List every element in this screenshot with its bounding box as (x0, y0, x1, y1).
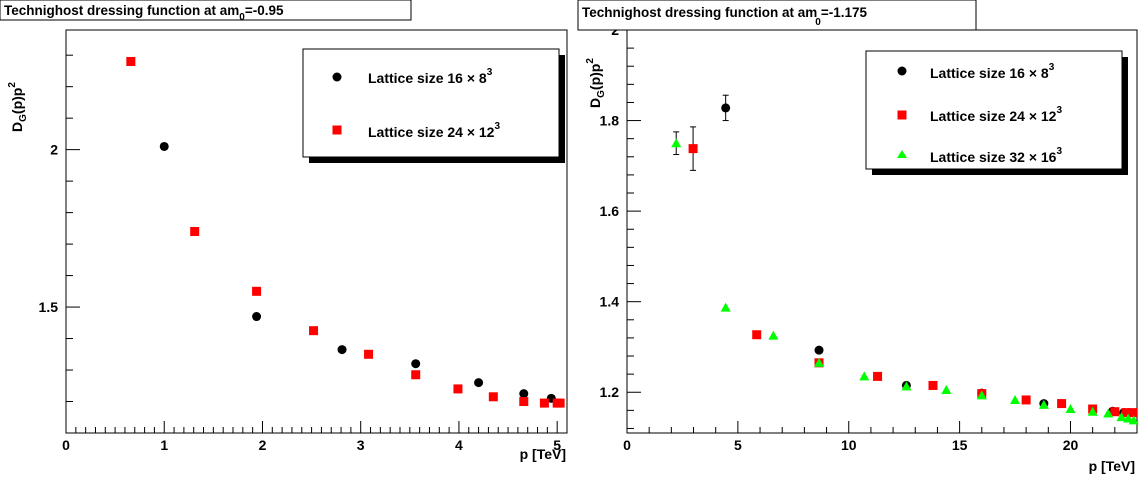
data-point-square (488, 392, 498, 402)
data-point-square (539, 398, 549, 408)
data-point-square (555, 398, 565, 408)
left-y-axis-label: DG(p)p2 (7, 82, 29, 132)
right-plot-marks (671, 94, 1139, 425)
data-point-square (519, 397, 529, 407)
x-tick-label: 15 (952, 437, 968, 453)
data-point-triangle (1065, 404, 1076, 414)
data-point-triangle (1103, 408, 1114, 418)
data-point-square (309, 326, 319, 336)
x-tick-label: 3 (357, 437, 365, 453)
x-tick-label: 0 (62, 437, 70, 453)
right-legend-label-0: Lattice size 16 × 83 (930, 62, 1055, 81)
left-legend (302, 48, 560, 158)
left-legend-marker-1 (332, 125, 342, 135)
x-tick-label: 20 (1063, 437, 1079, 453)
data-point-square (1128, 408, 1138, 418)
x-tick-label: 2 (259, 437, 267, 453)
data-point-circle (474, 378, 484, 388)
right-legend-marker-2 (897, 150, 907, 158)
data-point-triangle (1087, 406, 1098, 416)
x-tick-label: 10 (841, 437, 857, 453)
data-point-square (1110, 407, 1120, 417)
right-legend-label-1: Lattice size 24 × 123 (930, 105, 1062, 124)
x-tick-label: 5 (553, 437, 561, 453)
data-point-square (411, 370, 421, 380)
data-point-triangle (1123, 413, 1134, 423)
y-tick-label: 2 (50, 142, 58, 158)
data-point-triangle (941, 384, 952, 394)
data-point-triangle (671, 138, 682, 148)
left-legend-label-0: Lattice size 16 × 83 (368, 67, 493, 86)
data-point-triangle (768, 330, 779, 340)
data-point-triangle (814, 357, 825, 367)
right-y-axis-label: DG(p)p2 (585, 58, 607, 108)
data-point-circle (252, 312, 262, 322)
data-point-square (126, 56, 136, 66)
left-plot-frame (65, 29, 568, 434)
data-point-triangle (1116, 412, 1127, 422)
left-title: Technighost dressing function at am0=-0.… (4, 3, 284, 23)
y-tick-label: 1.5 (39, 299, 59, 315)
left-legend-label-1: Lattice size 24 × 123 (368, 121, 500, 140)
data-point-circle (814, 345, 824, 355)
data-point-square (928, 380, 938, 390)
left-panel: 0 1 2 3 4 5 1.5 2 Technighost dressing function… (0, 0, 568, 462)
left-plot-marks (126, 56, 565, 408)
data-point-triangle (1038, 399, 1049, 409)
data-point-square (1057, 399, 1067, 409)
y-tick-label: 1.2 (600, 384, 620, 400)
data-point-circle (337, 345, 347, 355)
data-point-square (873, 371, 883, 381)
x-tick-label: 5 (734, 437, 742, 453)
left-axis-tick-labels: 0 1 2 3 4 5 1.5 2 (39, 142, 562, 453)
data-point-triangle (1010, 394, 1021, 404)
data-point-square (1021, 395, 1031, 405)
x-tick-label: 1 (160, 437, 168, 453)
data-point-circle (159, 141, 169, 151)
right-title-box (577, 0, 977, 31)
x-tick-label: 0 (623, 437, 631, 453)
right-legend-marker-0 (897, 66, 907, 76)
right-legend (865, 50, 1123, 170)
data-point-circle (411, 359, 421, 369)
data-point-square (190, 227, 200, 236)
y-tick-label: 1.6 (600, 203, 620, 219)
data-point-square (252, 286, 262, 296)
data-point-circle (519, 389, 529, 399)
x-tick-label: 4 (455, 437, 463, 453)
right-legend-label-2: Lattice size 32 × 163 (930, 146, 1062, 165)
data-point-square (453, 384, 463, 394)
data-point-triangle (1128, 415, 1139, 425)
y-tick-label: 1.4 (600, 294, 620, 310)
left-axis-ticks (65, 54, 568, 433)
data-point-circle (721, 103, 731, 113)
data-point-square (688, 144, 698, 154)
data-point-square (364, 349, 374, 359)
data-point-triangle (976, 390, 987, 400)
right-title: Technighost dressing function at am 0=-1.… (582, 5, 867, 28)
left-x-axis-label: p [TeV] (520, 446, 566, 462)
right-x-axis-label: p [TeV] (1089, 458, 1135, 474)
data-point-triangle (859, 371, 870, 381)
data-point-square (1121, 408, 1131, 418)
data-point-triangle (720, 302, 731, 312)
left-legend-marker-0 (332, 72, 342, 82)
right-legend-marker-1 (897, 110, 907, 120)
y-tick-label: 1.8 (600, 113, 620, 129)
data-point-triangle (901, 381, 912, 391)
data-point-square (752, 330, 762, 340)
left-title-box (0, 0, 412, 21)
